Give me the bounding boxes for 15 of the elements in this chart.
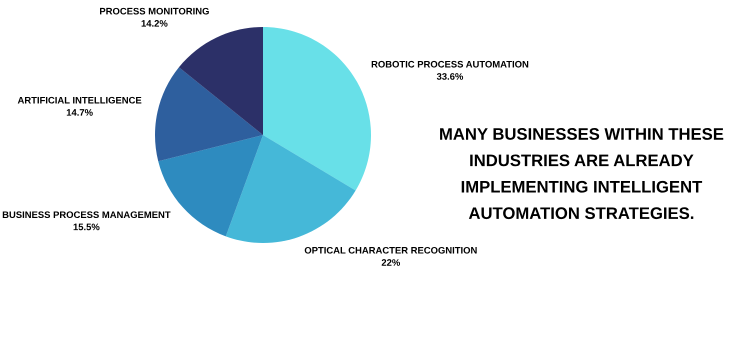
pie-slice [263,27,371,191]
data-label: 22% [382,259,400,266]
slice-label: ROBOTIC PROCESS AUTOMATION [372,60,528,68]
slice-label: ARTIFICIAL INTELLIGENCE [18,96,142,104]
data-label: 14.7% [66,109,93,116]
slice-label: BUSINESS PROCESS MANAGEMENT [2,211,171,218]
pie-slice [226,135,356,243]
pie-slice [178,27,263,135]
slice-label: OPTICAL CHARACTER RECOGNITION [304,246,477,254]
slice-label: PROCESS MONITORING [100,8,209,15]
data-label: 14.2% [142,20,168,27]
data-label: 33.6% [436,73,464,80]
data-label: 15.5% [74,224,100,230]
text: MANY BUSINESSES WITHIN THESE INDUSTRIES ARE ALREADY IMPLEMENTING INTELLIGENT AUTOMATION STRATEGIES. [440,128,724,220]
pie-slice [155,67,263,162]
